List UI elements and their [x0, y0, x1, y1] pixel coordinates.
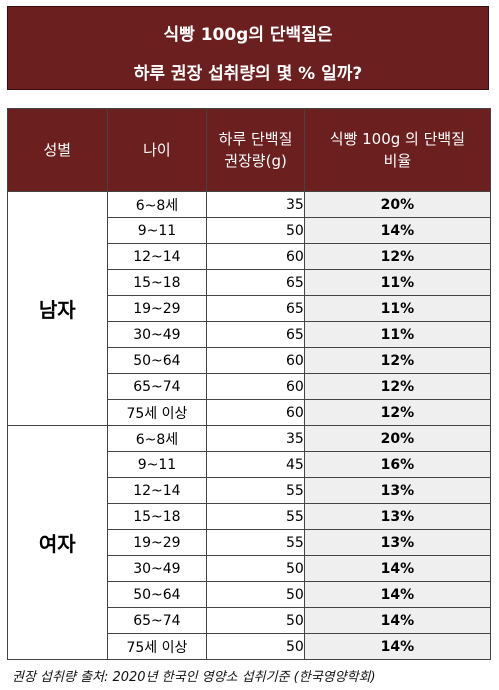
ratio-cell: 13%	[303, 477, 492, 504]
ratio-cell: 14%	[303, 217, 492, 244]
requirement-cell: 50	[206, 217, 305, 244]
age-cell: 12~14	[106, 243, 208, 270]
age-cell: 65~74	[106, 373, 208, 400]
table-row: 19~29 65 11%	[8, 295, 492, 322]
age-cell: 6~8세	[106, 191, 208, 218]
ratio-cell: 12%	[303, 347, 492, 374]
age-cell: 75세 이상	[106, 633, 208, 660]
requirement-cell: 65	[206, 269, 305, 296]
header-ratio: 식빵 100g 의 단백질 비율	[303, 108, 492, 192]
table-row: 30~49 50 14%	[8, 555, 492, 582]
requirement-cell: 65	[206, 295, 305, 322]
table-row: 12~14 60 12%	[8, 243, 492, 270]
age-cell: 19~29	[106, 529, 208, 556]
age-cell: 15~18	[106, 269, 208, 296]
ratio-cell: 13%	[303, 503, 492, 530]
source-note: 권장 섭취량 출처: 2020년 한국인 영양소 섭취기준 (한국영양학회)	[12, 670, 376, 685]
age-cell: 30~49	[106, 321, 208, 348]
table-row: 65~74 60 12%	[8, 373, 492, 400]
header-ratio-line1: 식빵 100g 의 단백질	[329, 130, 466, 148]
age-cell: 50~64	[106, 347, 208, 374]
title-line-2: 하루 권장 섭취량의 몇 % 일까?	[133, 64, 363, 84]
ratio-cell: 14%	[303, 581, 492, 608]
requirement-cell: 35	[206, 425, 305, 452]
ratio-cell: 20%	[303, 425, 492, 452]
requirement-cell: 60	[206, 243, 305, 270]
requirement-cell: 60	[206, 373, 305, 400]
protein-table: 성별 나이 하루 단백질 권장량(g) 식빵 100g 의 단백질 비율 남자 6…	[7, 108, 492, 660]
table-header-row: 성별 나이 하루 단백질 권장량(g) 식빵 100g 의 단백질 비율	[7, 108, 492, 192]
requirement-cell: 55	[206, 477, 305, 504]
ratio-cell: 11%	[303, 321, 492, 348]
gender-cell: 남자	[7, 191, 108, 426]
table-row: 남자 6~8세 35 20%	[7, 191, 492, 426]
ratio-cell: 12%	[303, 243, 492, 270]
gender-cell: 여자	[7, 425, 108, 660]
age-cell: 50~64	[106, 581, 208, 608]
ratio-cell: 12%	[303, 399, 492, 426]
table-row: 50~64 60 12%	[8, 347, 492, 374]
ratio-cell: 14%	[303, 607, 492, 634]
requirement-cell: 55	[206, 529, 305, 556]
ratio-cell: 14%	[303, 555, 492, 582]
age-cell: 9~11	[106, 451, 208, 478]
table-row: 9~11 45 16%	[8, 451, 492, 478]
title-banner: 식빵 100g의 단백질은 하루 권장 섭취량의 몇 % 일까?	[7, 6, 489, 90]
ratio-cell: 13%	[303, 529, 492, 556]
table-row: 75세 이상 50 14%	[8, 633, 492, 660]
ratio-cell: 16%	[303, 451, 492, 478]
requirement-cell: 50	[206, 633, 305, 660]
header-age: 나이	[106, 108, 208, 192]
table-row: 9~11 50 14%	[8, 217, 492, 244]
title-line-1: 식빵 100g의 단백질은	[163, 25, 333, 45]
requirement-cell: 60	[206, 347, 305, 374]
header-requirement-line1: 하루 단백질	[218, 130, 293, 148]
ratio-cell: 20%	[303, 191, 492, 218]
ratio-cell: 12%	[303, 373, 492, 400]
table-body: 남자 6~8세 35 20% 9~11 50 14% 12~14 60 12% 15~18 65 11%…	[7, 191, 492, 660]
requirement-cell: 50	[206, 555, 305, 582]
age-cell: 6~8세	[106, 425, 208, 452]
age-cell: 9~11	[106, 217, 208, 244]
header-gender: 성별	[7, 108, 108, 192]
age-cell: 75세 이상	[106, 399, 208, 426]
age-cell: 19~29	[106, 295, 208, 322]
ratio-cell: 11%	[303, 295, 492, 322]
requirement-cell: 50	[206, 581, 305, 608]
header-requirement-line2: 권장량(g)	[224, 152, 287, 170]
header-requirement: 하루 단백질 권장량(g)	[206, 108, 305, 192]
age-cell: 12~14	[106, 477, 208, 504]
requirement-cell: 35	[206, 191, 305, 218]
table-row: 여자 6~8세 35 20%	[7, 425, 492, 660]
age-cell: 30~49	[106, 555, 208, 582]
table-row: 15~18 65 11%	[8, 269, 492, 296]
age-cell: 15~18	[106, 503, 208, 530]
requirement-cell: 60	[206, 399, 305, 426]
table-row: 30~49 65 11%	[8, 321, 492, 348]
requirement-cell: 55	[206, 503, 305, 530]
requirement-cell: 50	[206, 607, 305, 634]
requirement-cell: 65	[206, 321, 305, 348]
age-cell: 65~74	[106, 607, 208, 634]
header-ratio-line2: 비율	[383, 152, 412, 170]
requirement-cell: 45	[206, 451, 305, 478]
ratio-cell: 11%	[303, 269, 492, 296]
table-row: 65~74 50 14%	[8, 607, 492, 634]
ratio-cell: 14%	[303, 633, 492, 660]
